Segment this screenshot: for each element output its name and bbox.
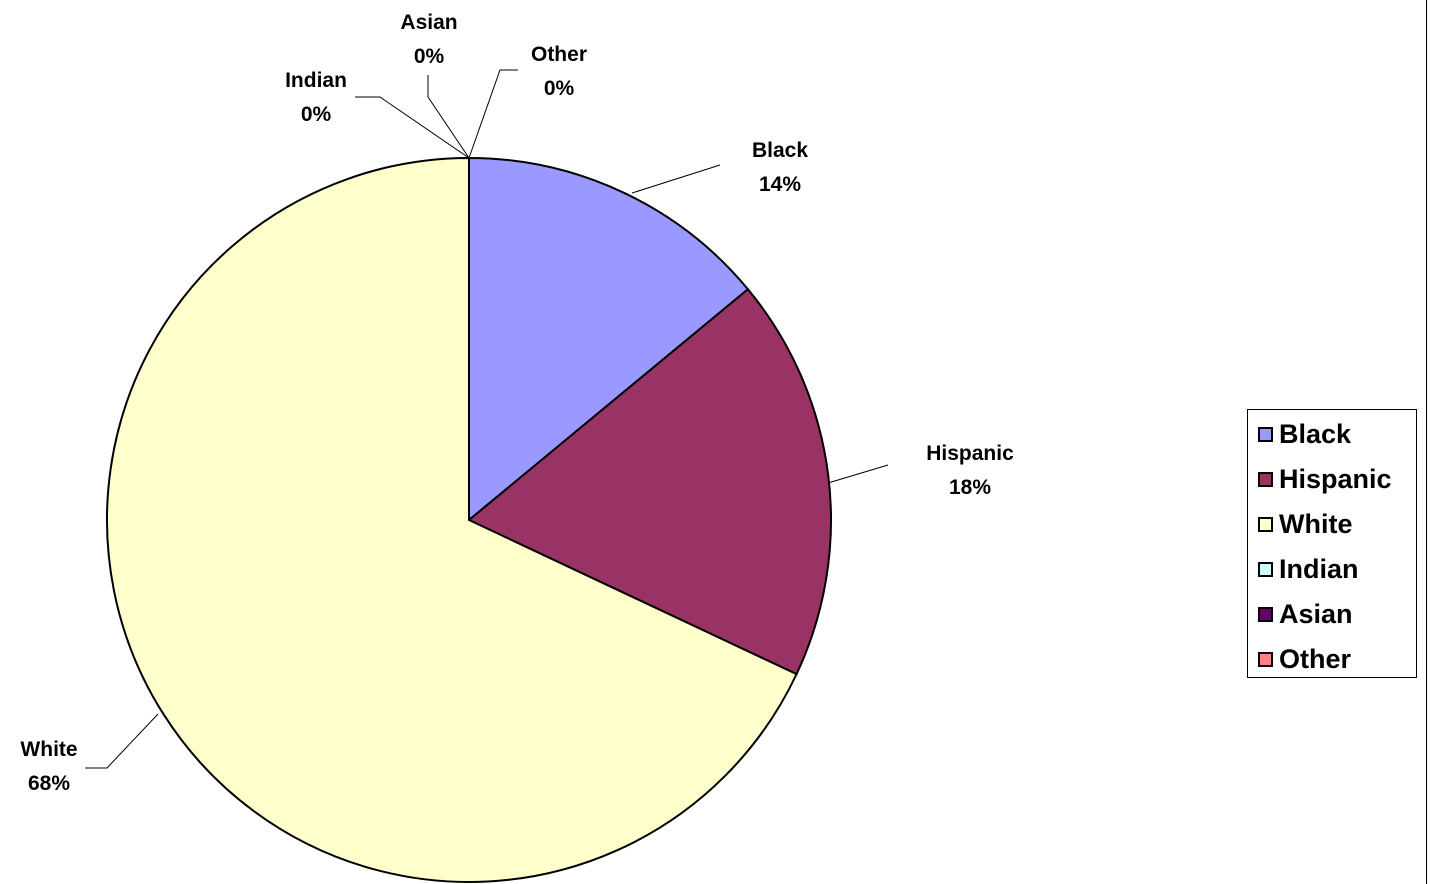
pie-slice-white [106,156,798,883]
legend-label-other: Other [1279,644,1352,674]
pie-slice-hispanic [467,287,832,676]
data-label-asian-percent: 0% [414,45,445,68]
legend-label-indian: Indian [1279,554,1359,584]
data-label-other-name: Other [531,43,587,66]
leader-line-indian [355,96,470,159]
data-label-white-percent: 68% [28,772,70,795]
data-label-other-percent: 0% [544,77,575,100]
legend-item-indian: Indian [1248,547,1416,592]
legend-swatch-other [1258,652,1273,667]
legend-item-white: White [1248,502,1416,547]
pie-slice-black [468,156,750,523]
legend-label-white: White [1279,509,1353,539]
data-label-indian-percent: 0% [301,103,332,126]
legend-item-asian: Asian [1248,592,1416,637]
chart-legend: Black Hispanic White Indian Asian Other [1247,409,1417,678]
legend-swatch-white [1258,517,1273,532]
legend-swatch-hispanic [1258,472,1273,487]
legend-item-black: Black [1248,412,1416,457]
leader-line-other [468,69,518,159]
legend-item-other: Other [1248,637,1416,682]
legend-label-black: Black [1279,419,1352,449]
legend-label-hispanic: Hispanic [1279,464,1392,494]
chart-border-line [1426,0,1427,884]
data-label-hispanic-percent: 18% [949,476,991,499]
legend-swatch-asian [1258,607,1273,622]
legend-swatch-indian [1258,562,1273,577]
data-label-white-name: White [20,738,77,761]
leader-line-white [85,713,159,769]
legend-label-asian: Asian [1279,599,1353,629]
data-label-black-name: Black [752,139,808,162]
leader-line-hispanic [827,464,889,484]
legend-item-hispanic: Hispanic [1248,457,1416,502]
data-label-indian-name: Indian [285,69,347,92]
leader-line-black [631,164,721,194]
legend-swatch-black [1258,427,1273,442]
data-label-asian-name: Asian [400,11,457,34]
leader-line-asian [427,75,470,159]
data-label-hispanic-name: Hispanic [926,442,1014,465]
data-label-black-percent: 14% [759,173,801,196]
